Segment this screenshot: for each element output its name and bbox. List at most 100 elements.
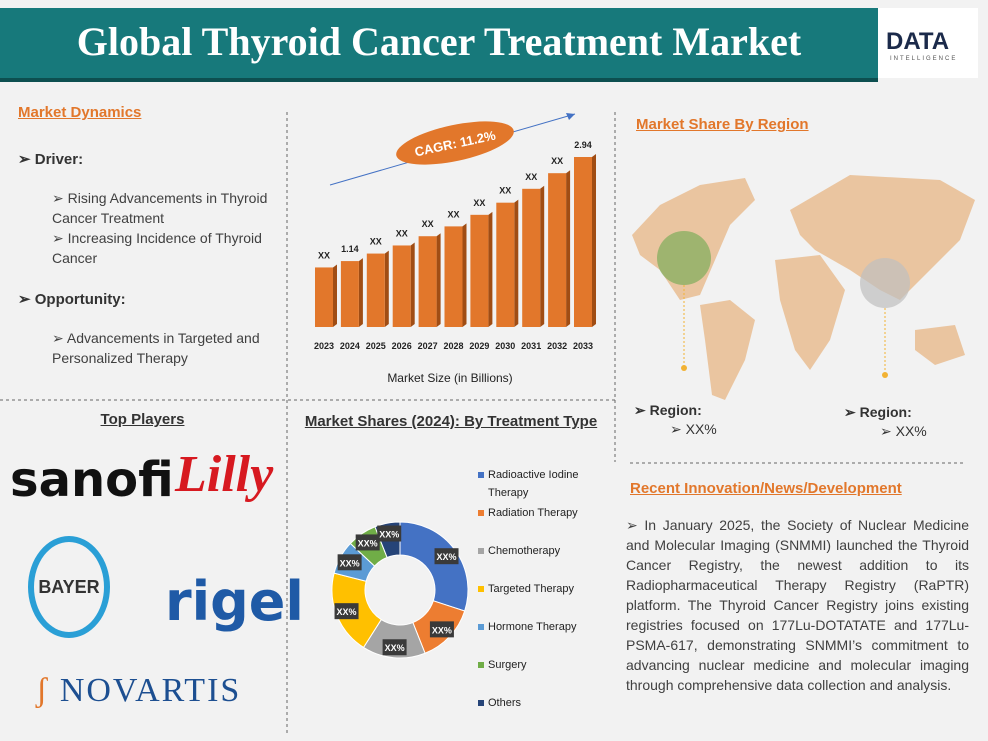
label-box [434, 548, 459, 565]
bar [392, 245, 411, 327]
region-value: XX% [685, 421, 717, 437]
world-map [632, 175, 975, 400]
legend-swatch [478, 510, 484, 516]
value-label: 1.14 [341, 244, 359, 254]
bar [340, 261, 359, 327]
arrow-head [566, 113, 575, 120]
region: ➢ Region: ➢ XX% [844, 404, 927, 439]
bar [366, 253, 385, 327]
x-tick-label: 2032 [547, 341, 567, 351]
x-tick-label: 2030 [495, 341, 515, 351]
section-title: Recent Innovation/News/Development [630, 480, 902, 497]
section-title: Market Dynamics [18, 104, 142, 121]
x-tick-label: 2025 [366, 341, 386, 351]
logo-box: DATA INTELLIGENCE [878, 8, 978, 78]
region-label: Region: [859, 404, 912, 420]
bar-side [384, 250, 389, 327]
bar-side [514, 199, 519, 327]
item-text: Increasing Incidence of Thyroid Cancer [52, 230, 262, 266]
label-box [382, 639, 407, 656]
pie-slice [399, 521, 469, 612]
x-tick-label: 2033 [573, 341, 593, 351]
bar [496, 202, 515, 327]
continent [790, 175, 975, 300]
item-text: Rising Advancements in Thyroid Cancer Tr… [52, 190, 268, 226]
value-label: XX [551, 156, 563, 166]
value-label: XX [499, 186, 511, 196]
label-box [334, 603, 359, 620]
legend-label: Radiation Therapy [488, 507, 578, 519]
section-title: Market Share By Region [636, 116, 809, 133]
legend-label: Surgery [488, 659, 527, 671]
value-label: XX% [340, 558, 360, 568]
label-box [429, 621, 454, 638]
region: ➢ Region: ➢ XX% [634, 402, 717, 437]
driver-label: Driver: [34, 151, 84, 168]
bar-side [540, 185, 545, 327]
region-label: Region: [649, 402, 702, 418]
x-tick-label: 2031 [521, 341, 541, 351]
section-title: Top Players [100, 411, 185, 428]
value-label: XX [370, 237, 382, 247]
bar [574, 157, 592, 327]
region-highlight [860, 258, 910, 308]
bar-side [566, 170, 571, 327]
logo: BAYER [28, 536, 110, 638]
logo: rigel [165, 570, 304, 633]
title-bar [0, 8, 878, 82]
dividers [0, 112, 965, 735]
value-label: XX [396, 228, 408, 238]
chart-title: Market Shares (2024): By Treatment Type [304, 413, 598, 430]
bar [522, 188, 541, 327]
value-label: XX% [432, 625, 452, 635]
item: ➢ Advancements in Targeted and Personali… [52, 330, 260, 366]
continent [700, 300, 755, 400]
region-value: XX% [895, 423, 927, 439]
legend-swatch [478, 472, 484, 478]
value-label: XX [318, 250, 330, 260]
value-label: XX% [385, 643, 405, 653]
legend-swatch [478, 624, 484, 630]
opportunity: ➢ Opportunity: [18, 291, 126, 308]
title: Global Thyroid Cancer Treatment Market [76, 19, 802, 64]
logo: DATA [886, 28, 950, 55]
opportunity-label: Opportunity: [34, 291, 126, 308]
bar-side [358, 258, 363, 327]
pointer-dot [681, 365, 687, 371]
x-tick-label: 2023 [314, 341, 334, 351]
legend-label: Chemotherapy [488, 545, 561, 557]
value-label: XX [422, 219, 434, 229]
news: ➢ In January 2025, the Society of Nuclea… [626, 517, 970, 693]
x-tick-label: 2024 [340, 341, 360, 351]
logo: ʃ NOVARTIS [36, 672, 242, 709]
legend-swatch [478, 586, 484, 592]
bar-side [592, 154, 596, 327]
value-label: 2.94 [574, 140, 592, 150]
item: ➢ Increasing Incidence of Thyroid Cancer [52, 230, 262, 266]
logo: Lilly [175, 446, 274, 503]
region-highlight [657, 231, 711, 285]
cagr-badge [396, 121, 514, 165]
legend-swatch [478, 700, 484, 706]
value-label: XX [525, 172, 537, 182]
bar [444, 226, 463, 327]
logo-text: NOVARTIS [59, 672, 242, 709]
bar-side [436, 233, 441, 327]
label-box [377, 525, 402, 542]
value-label: XX% [337, 607, 357, 617]
legend-label: Hormone Therapy [488, 621, 577, 633]
value-label: XX% [379, 530, 399, 540]
driver-list: ➢ Rising Advancements in Thyroid Cancer … [52, 188, 272, 268]
pointer-dot [882, 372, 888, 378]
legend-label: Radioactive Iodine Therapy [488, 469, 579, 499]
bar [418, 236, 437, 327]
item: ➢ Rising Advancements in Thyroid Cancer … [52, 190, 268, 226]
legend-label: Others [488, 697, 522, 709]
value-label: XX% [358, 538, 378, 548]
x-tick-label: 2029 [469, 341, 489, 351]
bar-side [488, 211, 493, 327]
bar [470, 214, 489, 327]
label-box [355, 534, 380, 551]
logo-sub: INTELLIGENCE [890, 56, 958, 62]
